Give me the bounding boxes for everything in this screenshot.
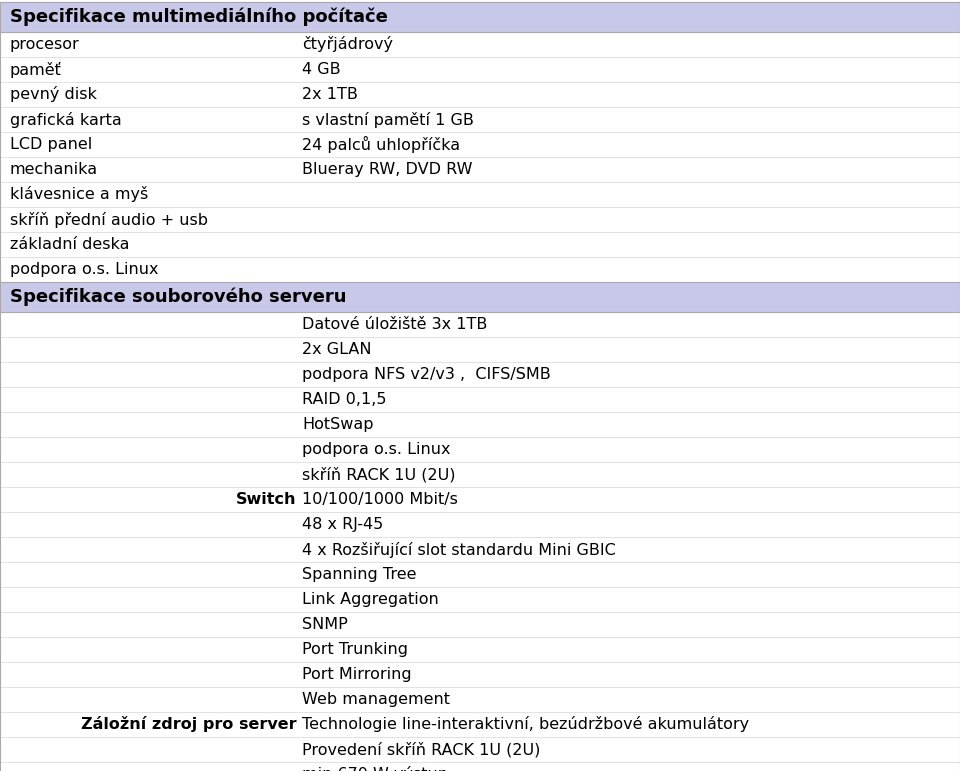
Text: min 670 W výstup: min 670 W výstup xyxy=(302,766,448,771)
Text: pevný disk: pevný disk xyxy=(10,86,96,103)
Text: 4 GB: 4 GB xyxy=(302,62,341,77)
Text: LCD panel: LCD panel xyxy=(10,137,92,152)
Text: grafická karta: grafická karta xyxy=(10,112,121,127)
Text: Blueray RW, DVD RW: Blueray RW, DVD RW xyxy=(302,162,473,177)
Text: Specifikace souborového serveru: Specifikace souborového serveru xyxy=(10,288,347,306)
Text: čtyřjádrový: čtyřjádrový xyxy=(302,36,394,52)
Text: Datové úložiště 3x 1TB: Datové úložiště 3x 1TB xyxy=(302,317,488,332)
Text: podpora o.s. Linux: podpora o.s. Linux xyxy=(10,262,158,277)
Text: podpora o.s. Linux: podpora o.s. Linux xyxy=(302,442,451,457)
Text: Specifikace multimediálního počítače: Specifikace multimediálního počítače xyxy=(10,8,388,26)
Text: podpora NFS v2/v3 ,  CIFS/SMB: podpora NFS v2/v3 , CIFS/SMB xyxy=(302,367,551,382)
Text: skříň přední audio + usb: skříň přední audio + usb xyxy=(10,211,207,227)
Text: paměť: paměť xyxy=(10,62,61,78)
Text: Provedení skříň RACK 1U (2U): Provedení skříň RACK 1U (2U) xyxy=(302,742,540,757)
Text: RAID 0,1,5: RAID 0,1,5 xyxy=(302,392,387,407)
Text: Port Trunking: Port Trunking xyxy=(302,642,408,657)
Text: mechanika: mechanika xyxy=(10,162,98,177)
Text: procesor: procesor xyxy=(10,37,80,52)
Text: Záložní zdroj pro server: Záložní zdroj pro server xyxy=(81,716,297,732)
Text: s vlastní pamětí 1 GB: s vlastní pamětí 1 GB xyxy=(302,112,474,127)
Text: 24 palců uhlopříčka: 24 palců uhlopříčka xyxy=(302,136,461,153)
Text: Web management: Web management xyxy=(302,692,450,707)
Text: SNMP: SNMP xyxy=(302,617,348,632)
Text: skříň RACK 1U (2U): skříň RACK 1U (2U) xyxy=(302,466,456,482)
Text: Port Mirroring: Port Mirroring xyxy=(302,667,412,682)
Text: klávesnice a myš: klávesnice a myš xyxy=(10,187,148,203)
Text: Technologie line-interaktivní, bezúdržbové akumulátory: Technologie line-interaktivní, bezúdržbo… xyxy=(302,716,750,732)
Text: Link Aggregation: Link Aggregation xyxy=(302,592,439,607)
Text: základní deska: základní deska xyxy=(10,237,129,252)
Text: HotSwap: HotSwap xyxy=(302,417,373,432)
Text: 4 x Rozšiřující slot standardu Mini GBIC: 4 x Rozšiřující slot standardu Mini GBIC xyxy=(302,541,616,557)
Bar xyxy=(0,282,960,312)
Bar xyxy=(0,2,960,32)
Text: Switch: Switch xyxy=(236,492,297,507)
Text: 10/100/1000 Mbit/s: 10/100/1000 Mbit/s xyxy=(302,492,458,507)
Text: 2x GLAN: 2x GLAN xyxy=(302,342,372,357)
Text: 48 x RJ-45: 48 x RJ-45 xyxy=(302,517,384,532)
Text: Spanning Tree: Spanning Tree xyxy=(302,567,417,582)
Text: 2x 1TB: 2x 1TB xyxy=(302,87,358,102)
